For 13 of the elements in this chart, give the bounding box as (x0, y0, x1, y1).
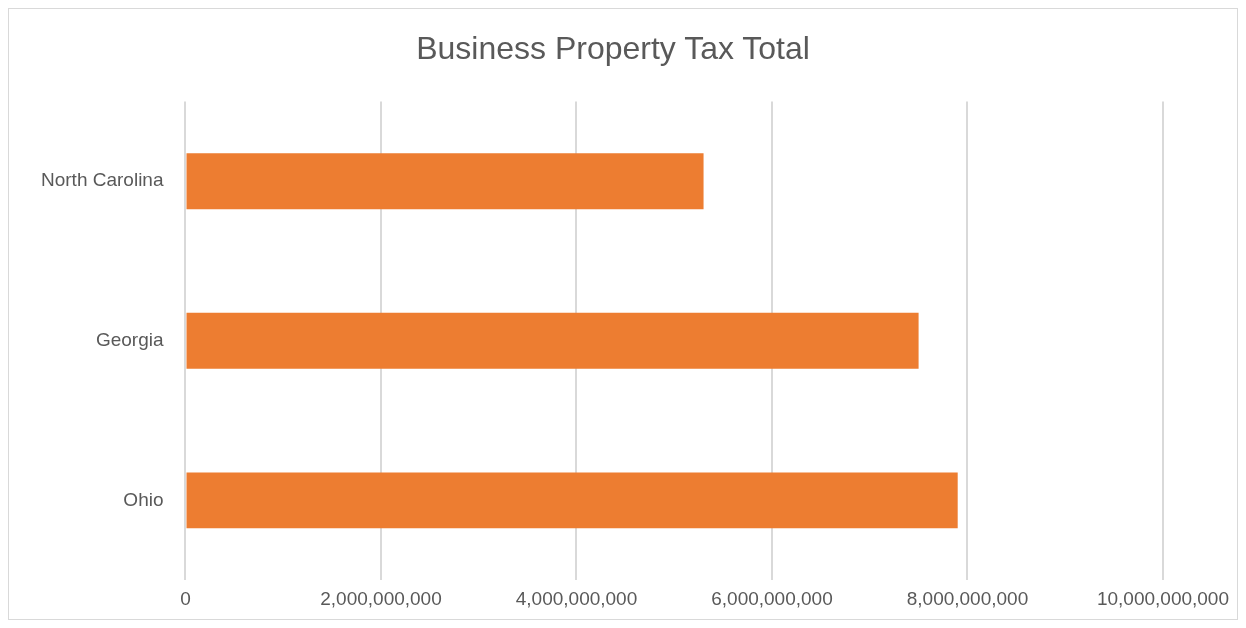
x-tick-label: 8,000,000,000 (906, 587, 1029, 609)
bar (186, 312, 919, 369)
bar (186, 472, 958, 529)
x-tick-label: 4,000,000,000 (515, 587, 638, 609)
x-tick-label: 0 (180, 587, 191, 609)
y-tick-label: Georgia (95, 329, 164, 351)
y-tick-label: North Carolina (41, 169, 164, 191)
bar (186, 153, 704, 210)
y-tick-label: Ohio (123, 488, 164, 510)
chart-title: Business Property Tax Total (416, 30, 810, 67)
x-tick-label: 2,000,000,000 (320, 587, 442, 609)
x-tick-label: 6,000,000,000 (711, 587, 833, 609)
x-tick-label: 10,000,000,000 (1096, 587, 1229, 609)
